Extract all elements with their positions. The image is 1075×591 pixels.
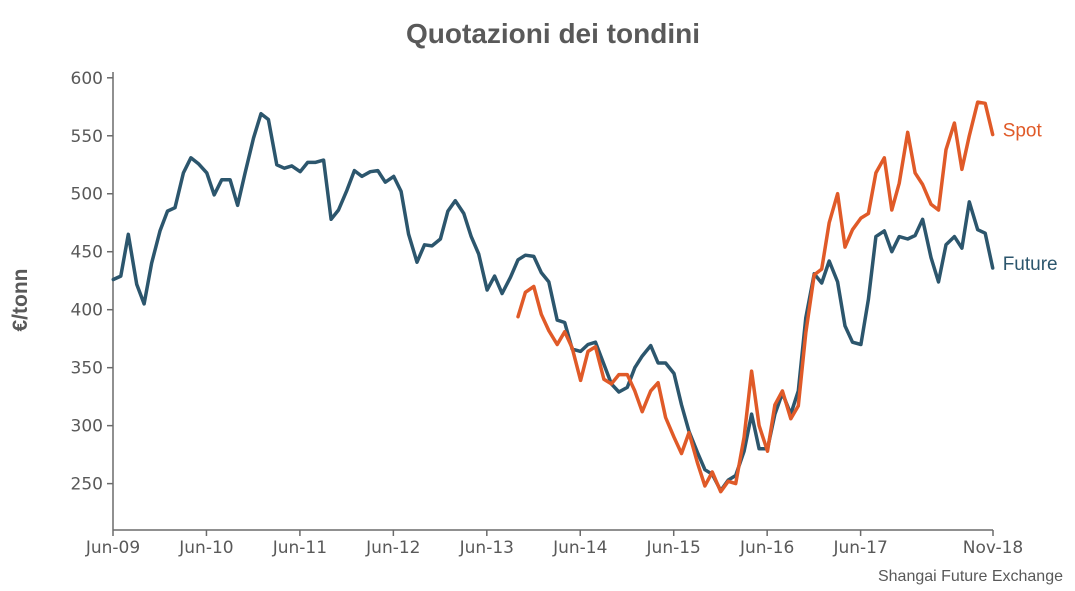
x-tick-label: Jun-14 xyxy=(552,538,607,558)
y-tick-label: 600 xyxy=(71,69,103,89)
y-tick-label: 450 xyxy=(71,243,103,263)
y-tick-label: 400 xyxy=(71,301,103,321)
x-tick-label: Jun-10 xyxy=(178,538,233,558)
x-tick-label: Jun-09 xyxy=(85,538,140,558)
series-line-future xyxy=(111,111,995,493)
series-labels: Future Spot xyxy=(1003,121,1058,275)
y-axis-ticks: 250 300 350 400 450 500 550 600 xyxy=(71,69,113,495)
series-label-future: Future xyxy=(1003,254,1058,275)
x-tick-label: Jun-12 xyxy=(365,538,420,558)
x-tick-label: Nov-18 xyxy=(963,538,1024,558)
x-tick-label: Jun-15 xyxy=(646,538,701,558)
y-tick-label: 250 xyxy=(71,475,103,495)
y-tick-label: 350 xyxy=(71,359,103,379)
x-tick-label: Jun-11 xyxy=(272,538,327,558)
x-tick-label: Jun-13 xyxy=(459,538,514,558)
chart-title: Quotazioni dei tondini xyxy=(406,18,700,49)
source-note: Shangai Future Exchange xyxy=(878,568,1063,585)
series-line-spot xyxy=(516,100,995,494)
y-axis-label: €/tonn xyxy=(9,269,32,332)
y-tick-label: 500 xyxy=(71,185,103,205)
series-layer xyxy=(111,100,995,494)
series-label-spot: Spot xyxy=(1003,121,1043,142)
axes xyxy=(112,72,993,531)
x-tick-label: Jun-16 xyxy=(739,538,794,558)
y-tick-label: 300 xyxy=(71,417,103,437)
x-tick-label: Jun-17 xyxy=(832,538,887,558)
y-tick-label: 550 xyxy=(71,127,103,147)
x-axis-ticks: Jun-09 Jun-10 Jun-11 Jun-12 Jun-13 Jun-14 Jun-… xyxy=(85,530,1023,558)
